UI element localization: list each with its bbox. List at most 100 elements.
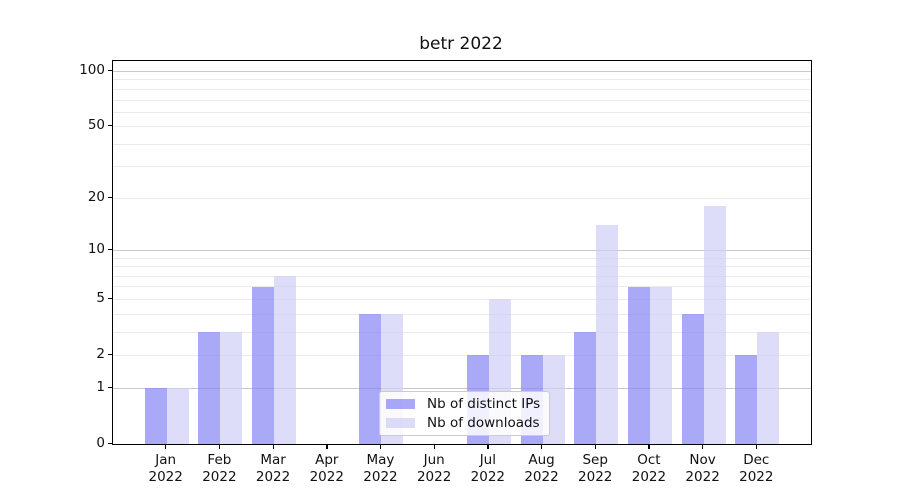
gridline-1 [113, 387, 811, 389]
gridline-3 [113, 331, 811, 333]
gridline-100 [113, 71, 811, 73]
x-tick-year: 2022 [416, 468, 452, 485]
gridline-50 [113, 126, 811, 128]
x-tick-label-jun: Jun 2022 [398, 452, 470, 485]
gridline-7 [113, 275, 811, 277]
y-tick-mark-50 [108, 125, 112, 127]
bar-may-distinct-ips [359, 314, 382, 444]
x-tick-label-jul: Jul 2022 [452, 452, 524, 485]
x-tick-year: 2022 [685, 468, 720, 485]
gridline-80 [113, 88, 811, 90]
x-tick-month: Dec [743, 452, 770, 468]
legend-row-downloads: Nb of downloads [386, 415, 541, 431]
x-tick-label-sep: Sep 2022 [559, 452, 631, 485]
y-tick-mark-5 [108, 297, 112, 300]
gridline-60 [113, 111, 811, 113]
y-tick-mark-100 [108, 70, 112, 72]
x-tick-mark-feb [218, 444, 221, 449]
y-tick-mark-1 [108, 386, 112, 388]
y-tick-label-2: 2 [96, 345, 105, 362]
legend-swatch-downloads [386, 418, 415, 428]
x-tick-year: 2022 [148, 468, 183, 485]
x-tick-month: Feb [207, 452, 232, 468]
y-tick-label-100: 100 [79, 62, 105, 79]
bar-jan-downloads [166, 388, 189, 444]
x-tick-label-mar: Mar 2022 [237, 452, 309, 485]
bar-nov-distinct-ips [681, 314, 704, 444]
bar-nov-downloads [703, 206, 726, 444]
x-tick-mark-oct [648, 444, 650, 449]
bar-dec-distinct-ips [735, 355, 758, 444]
x-tick-month: Jul [479, 452, 496, 468]
x-tick-mark-dec [755, 444, 758, 449]
bar-feb-distinct-ips [198, 332, 221, 444]
x-tick-label-may: May 2022 [344, 452, 416, 485]
gridline-6 [113, 286, 811, 288]
legend-label-downloads: Nb of downloads [427, 415, 540, 431]
x-tick-month: Oct [637, 452, 661, 468]
x-tick-label-aug: Aug 2022 [506, 452, 578, 485]
x-tick-month: Sep [582, 452, 608, 468]
bar-oct-downloads [649, 286, 672, 444]
x-tick-mark-may [379, 444, 382, 449]
x-tick-month: Aug [528, 452, 555, 468]
y-tick-mark-0 [108, 442, 112, 444]
x-tick-year: 2022 [578, 468, 613, 485]
x-tick-mark-nov [702, 444, 704, 449]
gridline-8 [113, 266, 811, 268]
x-tick-month: Jan [155, 452, 177, 468]
gridline-70 [113, 99, 811, 101]
gridline-9 [113, 257, 811, 259]
gridline-2 [113, 354, 811, 356]
x-tick-mark-apr [326, 444, 328, 449]
gridline-4 [113, 313, 811, 315]
x-tick-label-feb: Feb 2022 [183, 452, 255, 485]
plot-area [112, 60, 812, 445]
y-tick-label-0: 0 [96, 434, 105, 451]
x-tick-mark-sep [594, 444, 597, 449]
bar-mar-distinct-ips [252, 286, 275, 444]
x-tick-mark-aug [541, 444, 543, 449]
x-tick-label-jan: Jan 2022 [130, 452, 202, 485]
bar-mar-downloads [274, 276, 297, 444]
gridline-40 [113, 143, 811, 145]
x-tick-mark-jul [487, 444, 489, 449]
bar-dec-downloads [757, 332, 780, 444]
y-tick-label-10: 10 [87, 240, 105, 257]
x-tick-year: 2022 [255, 468, 291, 485]
x-tick-month: Jun [423, 452, 445, 468]
x-tick-month: Nov [689, 452, 716, 468]
bar-sep-downloads [596, 225, 619, 444]
gridline-5 [113, 298, 811, 300]
x-tick-label-dec: Dec 2022 [720, 452, 792, 485]
y-tick-label-50: 50 [87, 117, 105, 134]
x-tick-year: 2022 [202, 468, 237, 485]
y-tick-mark-10 [108, 248, 112, 251]
y-tick-mark-20 [108, 196, 112, 199]
x-tick-mark-mar [272, 444, 274, 449]
bar-jan-distinct-ips [144, 388, 167, 444]
legend-swatch-distinct-ips [386, 399, 415, 409]
x-tick-year: 2022 [363, 468, 398, 485]
x-tick-year: 2022 [309, 468, 344, 485]
x-tick-month: Apr [315, 452, 339, 468]
x-tick-label-apr: Apr 2022 [291, 452, 363, 485]
x-tick-mark-jun [433, 444, 435, 449]
x-tick-month: Mar [260, 452, 286, 468]
x-tick-month: May [366, 452, 395, 468]
y-tick-label-1: 1 [96, 378, 105, 395]
legend: Nb of distinct IPs Nb of downloads [379, 391, 550, 436]
bar-oct-distinct-ips [627, 286, 650, 444]
legend-row-distinct-ips: Nb of distinct IPs [386, 396, 541, 412]
gridline-20 [113, 197, 811, 199]
chart-title: betr 2022 [419, 34, 503, 54]
legend-label-distinct-ips: Nb of distinct IPs [427, 396, 541, 412]
gridline-90 [113, 79, 811, 81]
x-tick-year: 2022 [739, 468, 774, 485]
x-tick-year: 2022 [470, 468, 506, 485]
x-tick-year: 2022 [524, 468, 559, 485]
x-tick-label-oct: Oct 2022 [613, 452, 685, 485]
y-tick-label-20: 20 [87, 188, 105, 205]
x-tick-mark-jan [165, 444, 167, 449]
